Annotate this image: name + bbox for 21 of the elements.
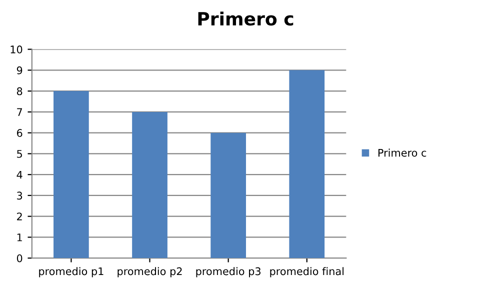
bar [132,112,168,258]
bar [289,70,325,258]
y-tick-label: 9 [16,66,22,74]
y-tick-label: 1 [17,234,22,242]
y-tick-label: 5 [17,150,22,158]
x-tick-label: promedio p1 [39,267,104,278]
x-tick-label: promedio p2 [118,267,182,278]
y-tick-label: 3 [17,192,22,200]
y-tick-label: 6 [16,129,22,137]
legend-label: Primero c [378,148,426,157]
y-tick-label: 0 [16,254,22,262]
y-tick-label: 8 [16,87,22,96]
y-tick-label: 2 [17,212,22,220]
y-tick-label: 7 [17,108,22,116]
y-tick-label: 10 [10,46,22,54]
chart-title: Primero c [198,12,294,26]
x-tick-label: promedio final [270,267,344,278]
y-tick-label: 4 [16,170,22,179]
x-tick-label: promedio p3 [196,267,260,278]
bar [210,132,246,258]
bar [54,91,89,258]
